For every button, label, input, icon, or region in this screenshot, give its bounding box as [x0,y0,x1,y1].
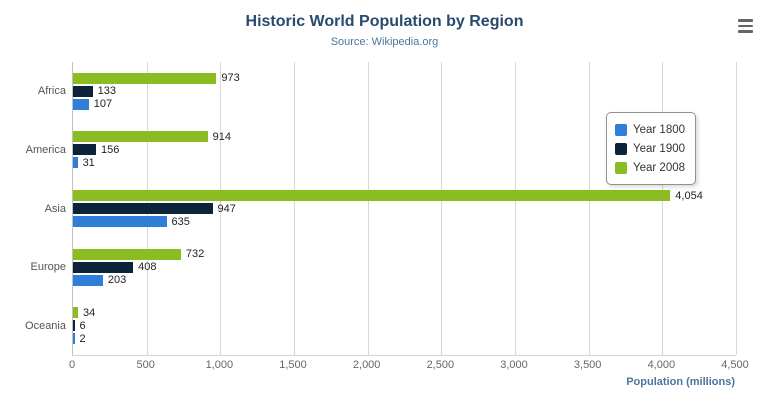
data-label: 408 [138,261,157,274]
x-tick-label: 3,000 [500,359,528,371]
category-label: Oceania [25,319,66,332]
bar-oceania-year-1800[interactable] [73,333,75,345]
gridline [367,62,369,355]
gridline [736,62,737,355]
hamburger-icon [737,30,753,33]
bar-europe-year-1900[interactable] [73,261,134,273]
category-label: Europe [30,261,66,274]
legend-label: Year 1900 [633,142,686,155]
legend-label: Year 2008 [633,161,686,174]
bar-america-year-1900[interactable] [73,144,96,156]
data-label: 203 [107,274,127,287]
data-label: 973 [221,72,240,85]
legend-label: Year 1800 [633,123,686,136]
gridline [441,62,443,355]
x-tick-label: 1,500 [279,359,307,371]
bar-oceania-year-2008[interactable] [73,307,78,319]
data-label: 635 [171,215,190,228]
bar-africa-year-1800[interactable] [73,98,89,110]
x-tick-label: 0 [68,359,76,371]
legend: Year 1800 Year 1900 Year 2008 [606,112,697,185]
legend-item-year-2008[interactable]: Year 2008 [615,158,685,177]
gridline [662,62,664,355]
category-label: America [25,143,66,156]
bar-america-year-1800[interactable] [73,157,78,169]
category-label: Asia [44,202,66,215]
data-label: 156 [100,143,120,156]
bar-asia-year-1800[interactable] [73,216,167,227]
bar-africa-year-1900[interactable] [73,85,93,97]
bar-asia-year-2008[interactable] [73,190,671,201]
bar-africa-year-2008[interactable] [73,72,217,84]
data-label: 2 [79,332,86,345]
data-label: 34 [83,306,96,319]
chart-subtitle: Source: Wikipedia.org [330,36,439,48]
data-label: 4,054 [675,189,703,202]
chart-title: Historic World Population by Region [245,13,524,30]
bar-asia-year-1900[interactable] [73,203,213,214]
gridline [294,62,295,355]
data-label: 914 [212,130,232,143]
x-axis-title: Population (millions) [626,376,735,388]
x-tick-label: 2,500 [426,359,455,371]
x-tick-label: 4,500 [721,359,749,371]
bar-europe-year-1800[interactable] [73,274,103,286]
hamburger-icon [737,24,753,28]
legend-item-year-1800[interactable]: Year 1800 [615,120,685,139]
gridline [588,62,590,355]
legend-swatch-icon [615,161,627,174]
data-label: 732 [185,248,205,261]
bar-europe-year-2008[interactable] [73,248,181,260]
gridline [515,62,516,355]
legend-swatch-icon [615,123,627,136]
x-tick-label: 2,000 [352,359,381,371]
export-menu-button[interactable] [733,16,757,36]
data-label: 947 [217,202,236,215]
bar-oceania-year-1900[interactable] [73,320,75,332]
x-tick-label: 4,000 [647,359,676,371]
x-tick-label: 3,500 [573,359,602,371]
plot-area: 973 133 107 914 156 31 4,054 947 635 732 408 203 34 6… [72,62,737,356]
legend-swatch-icon [615,142,627,155]
data-label: 107 [93,98,113,111]
category-label: Africa [37,85,66,98]
legend-item-year-1900[interactable]: Year 1900 [615,139,685,158]
gridline [220,62,222,355]
x-tick-label: 500 [136,359,155,371]
data-label: 133 [97,85,116,98]
data-label: 31 [82,156,95,169]
x-tick-label: 1,000 [205,359,234,371]
hamburger-icon [737,19,753,22]
bar-america-year-2008[interactable] [73,131,208,143]
data-label: 6 [79,319,86,332]
